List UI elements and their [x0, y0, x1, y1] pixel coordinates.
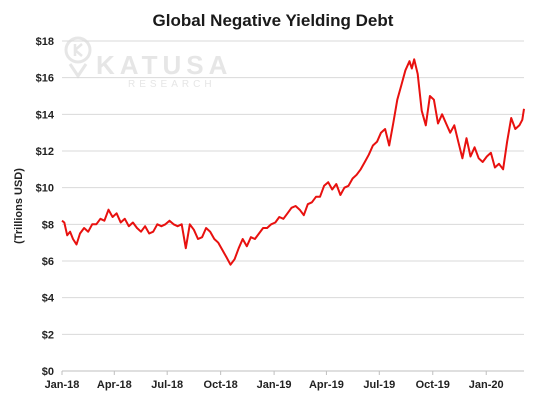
- watermark-sub: RESEARCH: [128, 79, 216, 90]
- y-tick-label: $8: [42, 219, 54, 231]
- x-tick-label: Jul-18: [151, 379, 183, 391]
- y-tick-label: $4: [42, 293, 55, 305]
- y-tick-label: $2: [42, 329, 54, 341]
- y-tick-labels: $0 $2 $4 $6 $8 $10 $12 $14 $16 $18: [36, 36, 55, 378]
- x-tick-label: Oct-18: [204, 379, 238, 391]
- x-tick-label: Apr-19: [309, 379, 344, 391]
- x-tick-label: Jan-18: [45, 379, 80, 391]
- x-tick-label: Jan-20: [469, 379, 504, 391]
- series-group: [61, 58, 525, 266]
- x-tick-label: Jul-19: [363, 379, 395, 391]
- y-tick-label: $14: [36, 109, 55, 121]
- series-line: [61, 58, 525, 266]
- x-tick-labels: Jan-18 Apr-18 Jul-18 Oct-18 Jan-19 Apr-19 Jul-…: [45, 371, 504, 391]
- chart-title: Global Negative Yielding Debt: [153, 11, 394, 30]
- y-tick-label: $10: [36, 183, 54, 195]
- gridlines: [62, 40, 524, 335]
- y-tick-label: $12: [36, 146, 54, 158]
- y-axis-label: (Trillions USD): [13, 168, 25, 244]
- y-tick-label: $16: [36, 73, 54, 85]
- y-tick-label: $0: [42, 366, 54, 378]
- x-tick-label: Jan-19: [257, 379, 292, 391]
- watermark-brand: KATUSA: [96, 50, 232, 80]
- y-tick-label: $6: [42, 256, 54, 268]
- x-tick-label: Oct-19: [416, 379, 450, 391]
- watermark: KATUSA RESEARCH: [64, 36, 232, 90]
- x-tick-label: Apr-18: [97, 379, 132, 391]
- y-tick-label: $18: [36, 36, 54, 48]
- katusa-logo-icon: [64, 36, 92, 79]
